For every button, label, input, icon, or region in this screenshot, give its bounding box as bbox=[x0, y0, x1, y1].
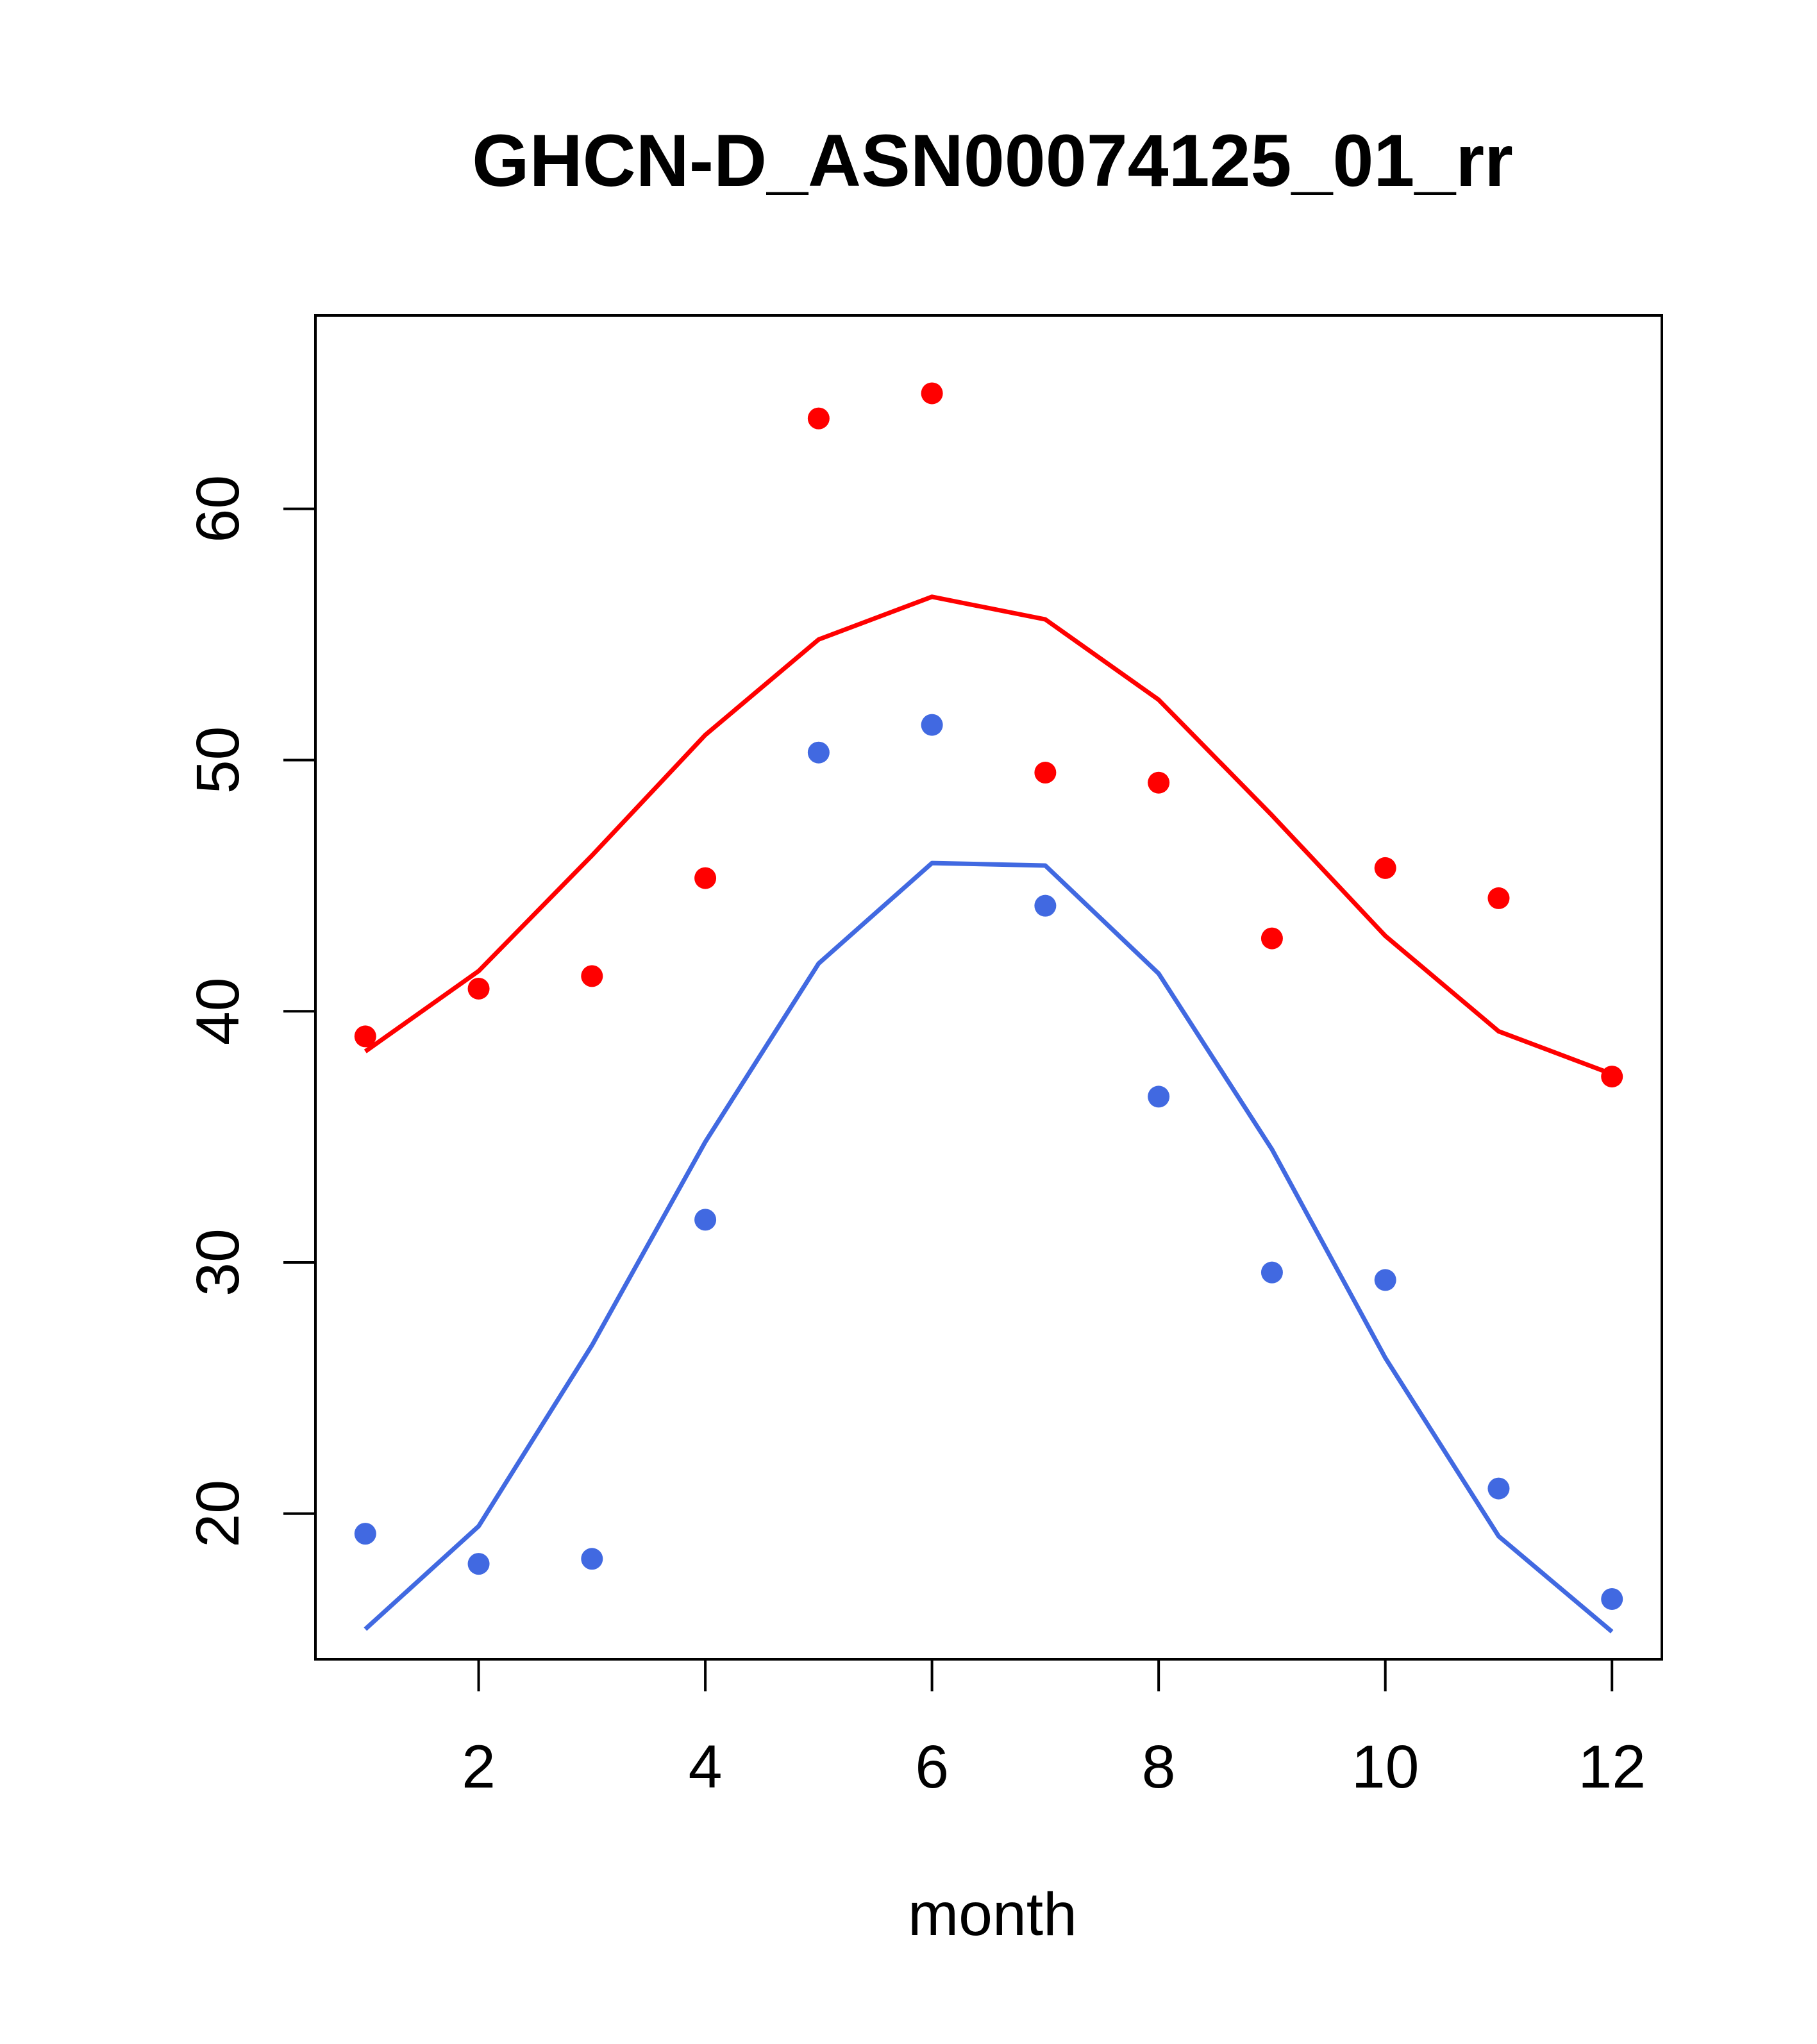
lower-points-point-10 bbox=[1374, 1269, 1396, 1291]
y-axis: 20 30 40 50 60 bbox=[184, 475, 315, 1548]
lower-points-point-1 bbox=[354, 1523, 376, 1545]
lower-points-point-9 bbox=[1260, 1261, 1283, 1284]
series-upper-points bbox=[354, 382, 1623, 1088]
series-lower-curve bbox=[364, 860, 1614, 1634]
lower-points-point-11 bbox=[1487, 1477, 1510, 1500]
upper-points-point-2 bbox=[467, 977, 490, 1000]
x-tick-label-4: 4 bbox=[689, 1733, 723, 1801]
chart-title: GHCN-D_ASN00074125_01_rr bbox=[472, 120, 1513, 202]
lower-points-point-6 bbox=[921, 714, 943, 736]
lower-points-point-3 bbox=[581, 1548, 603, 1570]
upper-points-point-5 bbox=[807, 407, 830, 430]
plot-area bbox=[354, 382, 1623, 1634]
upper-points-point-6 bbox=[921, 382, 943, 405]
lower-points-point-7 bbox=[1034, 894, 1057, 917]
x-tick-label-12: 12 bbox=[1578, 1733, 1646, 1801]
upper-points-point-7 bbox=[1034, 762, 1057, 784]
upper-points-point-8 bbox=[1148, 771, 1170, 794]
x-axis-label: month bbox=[908, 1881, 1077, 1948]
lower-points-point-4 bbox=[694, 1209, 717, 1231]
upper-points-point-11 bbox=[1487, 887, 1510, 909]
x-tick-label-8: 8 bbox=[1142, 1733, 1176, 1801]
x-tick-label-2: 2 bbox=[462, 1733, 496, 1801]
x-tick-label-6: 6 bbox=[915, 1733, 949, 1801]
x-axis: 2 4 6 8 10 12 bbox=[462, 1659, 1646, 1801]
lower-points-point-8 bbox=[1148, 1085, 1170, 1108]
series-lower-points bbox=[354, 714, 1623, 1610]
lower-points-point-2 bbox=[467, 1553, 490, 1575]
series-upper-curve bbox=[364, 594, 1613, 1076]
upper-points-point-1 bbox=[354, 1025, 376, 1048]
upper-points-point-9 bbox=[1260, 927, 1283, 950]
lower-curve-line bbox=[364, 860, 1614, 1634]
y-tick-label-60: 60 bbox=[184, 475, 252, 543]
upper-points-point-10 bbox=[1374, 857, 1396, 879]
y-tick-label-50: 50 bbox=[184, 726, 252, 794]
y-tick-label-30: 30 bbox=[184, 1228, 252, 1296]
y-tick-label-20: 20 bbox=[184, 1480, 252, 1548]
lower-points-point-5 bbox=[807, 741, 830, 764]
y-tick-label-40: 40 bbox=[184, 977, 252, 1045]
lower-points-point-12 bbox=[1601, 1587, 1623, 1610]
x-tick-label-10: 10 bbox=[1352, 1733, 1419, 1801]
upper-points-point-3 bbox=[581, 965, 603, 987]
upper-curve-line bbox=[364, 594, 1613, 1076]
plot-frame bbox=[314, 314, 1663, 1661]
upper-points-point-12 bbox=[1601, 1066, 1623, 1088]
upper-points-point-4 bbox=[694, 867, 717, 889]
